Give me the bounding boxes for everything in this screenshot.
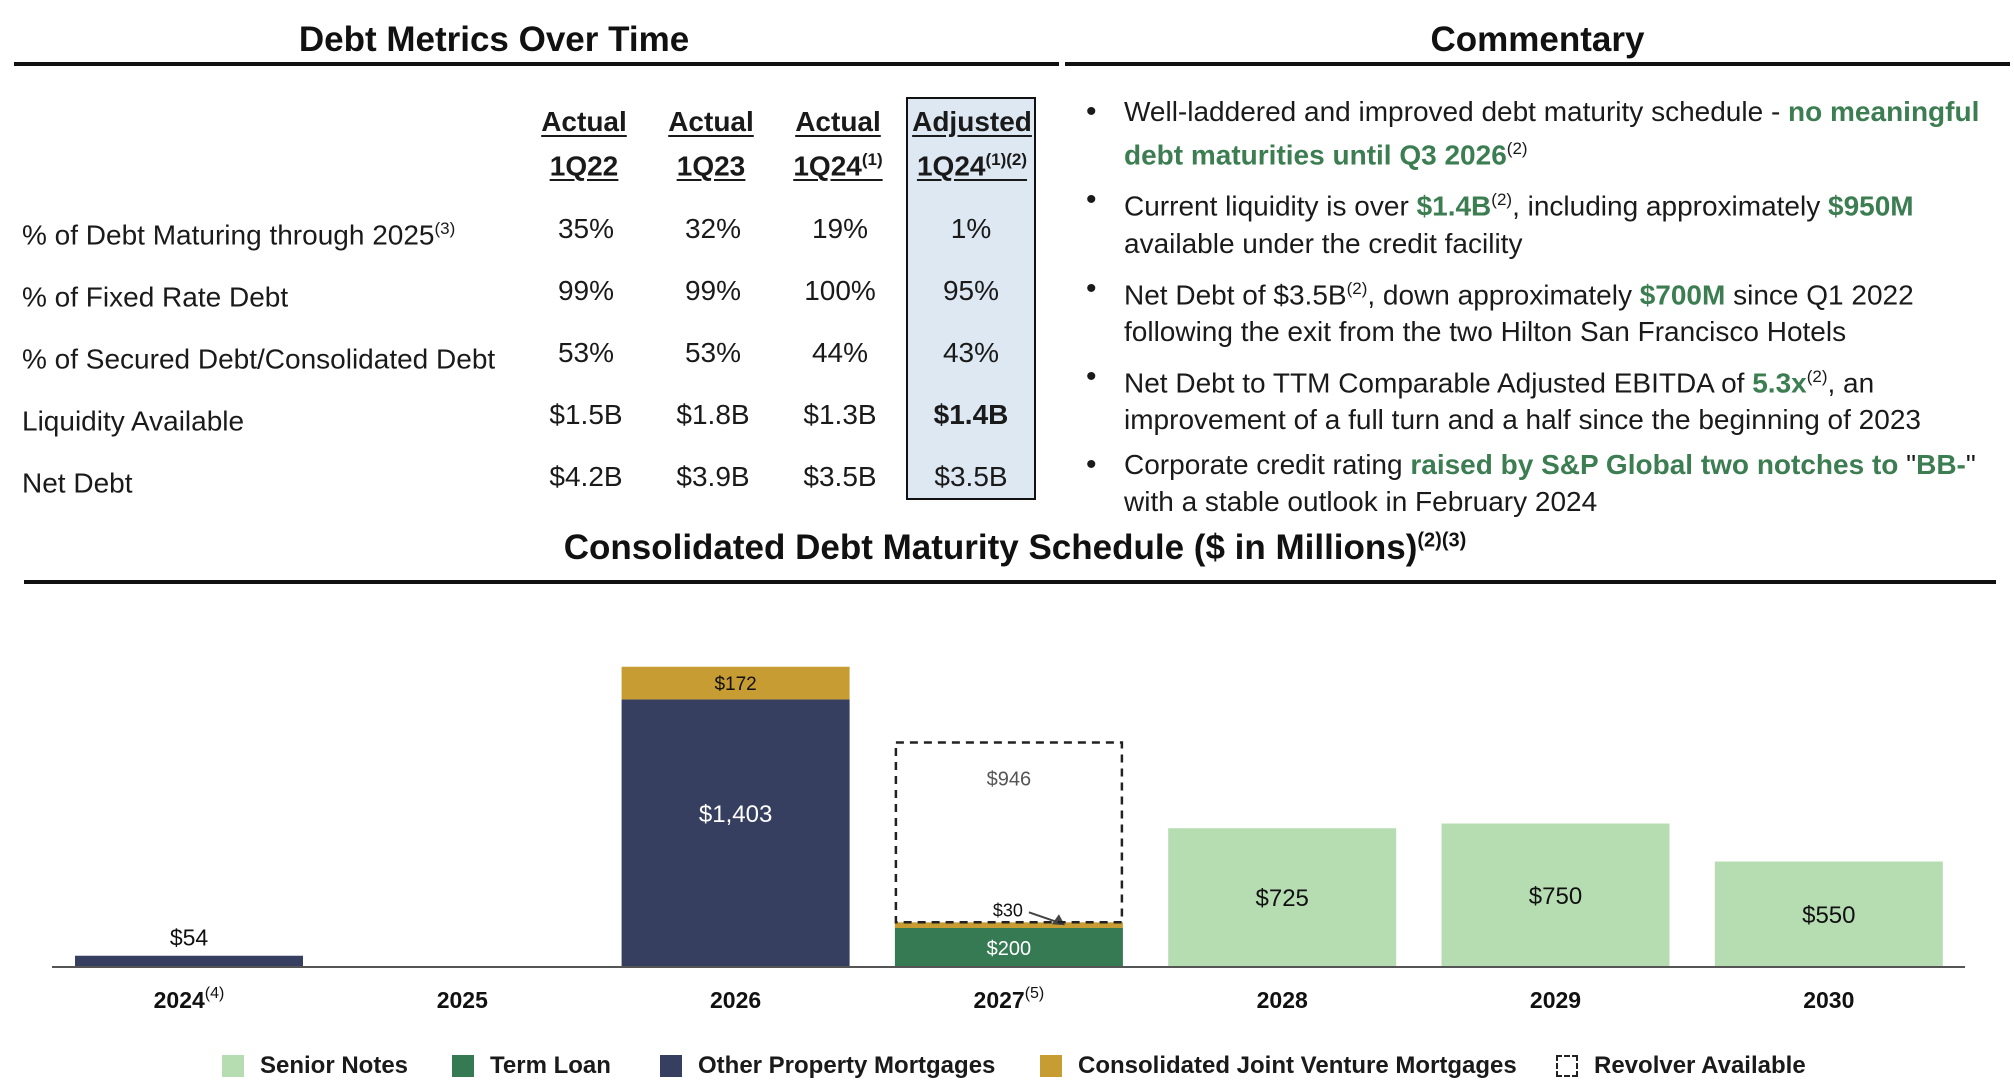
x-tick-label-2026: 2026 bbox=[710, 987, 761, 1013]
bar-revolver-2027 bbox=[894, 741, 1124, 924]
commentary-bullet: Net Debt to TTM Comparable Adjusted EBIT… bbox=[1082, 358, 2002, 438]
data-label-senior-notes-2028: $725 bbox=[1256, 885, 1309, 912]
data-label-term-loan-2027: $200 bbox=[987, 938, 1032, 960]
legend-jv-mortgages: Consolidated Joint Venture Mortgages bbox=[1040, 1051, 1517, 1081]
legend-revolver-available: Revolver Available bbox=[1556, 1051, 1806, 1081]
data-label-other-property-2026: $1,403 bbox=[699, 801, 772, 828]
cell-value: $3.9B bbox=[676, 461, 750, 492]
col-header-line2: 1Q24(1)(2) bbox=[916, 150, 1028, 182]
col-header-adjusted-1q24: Adjusted 1Q24(1)(2) bbox=[909, 103, 1035, 185]
cell-value-adjusted: 95% bbox=[942, 275, 1000, 306]
leader-arrow-head bbox=[1051, 914, 1065, 926]
cell-value-adjusted: 43% bbox=[942, 337, 1000, 368]
x-tick-label-2025: 2025 bbox=[437, 987, 488, 1013]
row-label-net-debt: Net Debt bbox=[22, 467, 133, 499]
commentary-bullet: Corporate credit rating raised by S&P Gl… bbox=[1082, 446, 2002, 520]
cell-value: 100% bbox=[804, 275, 876, 306]
bar-senior-notes-2030 bbox=[1714, 861, 1943, 966]
row-label-debt-maturing: % of Debt Maturing through 2025(3) bbox=[22, 219, 456, 251]
x-tick-label-2024: 2024(4) bbox=[154, 985, 225, 1013]
col-header-line2: 1Q23 bbox=[676, 150, 746, 182]
cell-value: 53% bbox=[684, 337, 742, 368]
bar-senior-notes-2028 bbox=[1168, 828, 1397, 966]
legend-label: Revolver Available bbox=[1594, 1052, 1806, 1079]
data-label-senior-notes-2029: $750 bbox=[1529, 883, 1582, 910]
metrics-title: Debt Metrics Over Time bbox=[298, 20, 690, 59]
bar-senior-notes-2029 bbox=[1441, 823, 1670, 966]
cell-value: 35% bbox=[557, 213, 615, 244]
legend-swatch bbox=[1040, 1055, 1062, 1077]
col-header-line2: 1Q24(1) bbox=[793, 150, 883, 182]
cell-value: 99% bbox=[684, 275, 742, 306]
cell-value: 53% bbox=[557, 337, 615, 368]
cell-value: 32% bbox=[684, 213, 742, 244]
data-label-revolver-2027: $946 bbox=[987, 769, 1032, 791]
data-label-senior-notes-2030: $550 bbox=[1802, 902, 1855, 929]
chart-title: Consolidated Debt Maturity Schedule ($ i… bbox=[563, 528, 1467, 567]
commentary-bullet: Well-laddered and improved debt maturity… bbox=[1082, 93, 2002, 173]
row-label-fixed-rate: % of Fixed Rate Debt bbox=[22, 281, 289, 313]
x-tick-label-2027: 2027(5) bbox=[974, 985, 1045, 1013]
legend-label: Senior Notes bbox=[260, 1052, 409, 1079]
col-header-line1: Actual bbox=[668, 106, 754, 137]
cell-value: $1.8B bbox=[676, 399, 750, 430]
col-header-line1: Actual bbox=[541, 106, 627, 137]
cell-value: $4.2B bbox=[549, 461, 623, 492]
legend-swatch bbox=[222, 1055, 244, 1077]
col-header-line2: 1Q22 bbox=[549, 150, 619, 182]
cell-value: 19% bbox=[811, 213, 869, 244]
bar-other-property-2026 bbox=[621, 699, 850, 966]
chart-title-rule bbox=[24, 580, 1996, 584]
cell-value-adjusted: $3.5B bbox=[934, 461, 1008, 492]
data-label-jv-mortgages-2026: $172 bbox=[714, 674, 756, 695]
col-header-line1: Adjusted bbox=[912, 106, 1032, 137]
bar-jv-mortgages-2027 bbox=[894, 922, 1123, 928]
col-header-1q22: Actual 1Q22 bbox=[528, 103, 640, 185]
data-label-other-property-2024: $54 bbox=[170, 925, 209, 951]
x-tick-label-2028: 2028 bbox=[1257, 987, 1308, 1013]
bar-other-property-2024 bbox=[75, 955, 303, 966]
col-header-1q23: Actual 1Q23 bbox=[655, 103, 767, 185]
commentary-bullet: Net Debt of $3.5B(2), down approximately… bbox=[1082, 270, 2002, 350]
commentary-bullet: Current liquidity is over $1.4B(2), incl… bbox=[1082, 181, 2002, 261]
legend-label: Consolidated Joint Venture Mortgages bbox=[1078, 1052, 1517, 1079]
cell-value-adjusted: 1% bbox=[950, 213, 992, 244]
data-label-jv-mortgages-2027: $30 bbox=[993, 900, 1023, 920]
metrics-title-rule bbox=[14, 62, 1059, 66]
cell-value-adjusted: $1.4B bbox=[933, 399, 1009, 430]
bar-term-loan-2027 bbox=[894, 928, 1123, 966]
cell-value: $3.5B bbox=[803, 461, 877, 492]
bar-jv-mortgages-2026 bbox=[621, 666, 850, 700]
cell-value: $1.5B bbox=[549, 399, 623, 430]
legend-label: Term Loan bbox=[490, 1052, 611, 1079]
cell-value: 99% bbox=[557, 275, 615, 306]
legend-other-property-mortgages: Other Property Mortgages bbox=[660, 1051, 995, 1081]
legend-swatch bbox=[452, 1055, 474, 1077]
legend-term-loan: Term Loan bbox=[452, 1051, 611, 1081]
x-tick-label-2030: 2030 bbox=[1803, 987, 1854, 1013]
commentary-title-rule bbox=[1065, 62, 2010, 66]
commentary-title: Commentary bbox=[1430, 20, 1645, 59]
legend-label: Other Property Mortgages bbox=[698, 1052, 996, 1079]
debt-maturity-chart: $54 2024(4) 2025 $1,403 $172 2026 $200 $30 $946 2… bbox=[52, 666, 1965, 1013]
row-label-liquidity: Liquidity Available bbox=[22, 405, 245, 437]
legend-swatch bbox=[1556, 1055, 1578, 1077]
col-header-1q24: Actual 1Q24(1) bbox=[782, 103, 894, 185]
legend-swatch bbox=[660, 1055, 682, 1077]
col-header-line1: Actual bbox=[795, 106, 881, 137]
row-label-secured-debt: % of Secured Debt/Consolidated Debt bbox=[22, 343, 496, 375]
adjusted-column-highlight bbox=[906, 97, 1036, 500]
legend-senior-notes: Senior Notes bbox=[222, 1051, 408, 1081]
cell-value: 44% bbox=[811, 337, 869, 368]
x-tick-label-2029: 2029 bbox=[1530, 987, 1581, 1013]
commentary-list: Well-laddered and improved debt maturity… bbox=[1082, 93, 2002, 528]
cell-value: $1.3B bbox=[803, 399, 877, 430]
